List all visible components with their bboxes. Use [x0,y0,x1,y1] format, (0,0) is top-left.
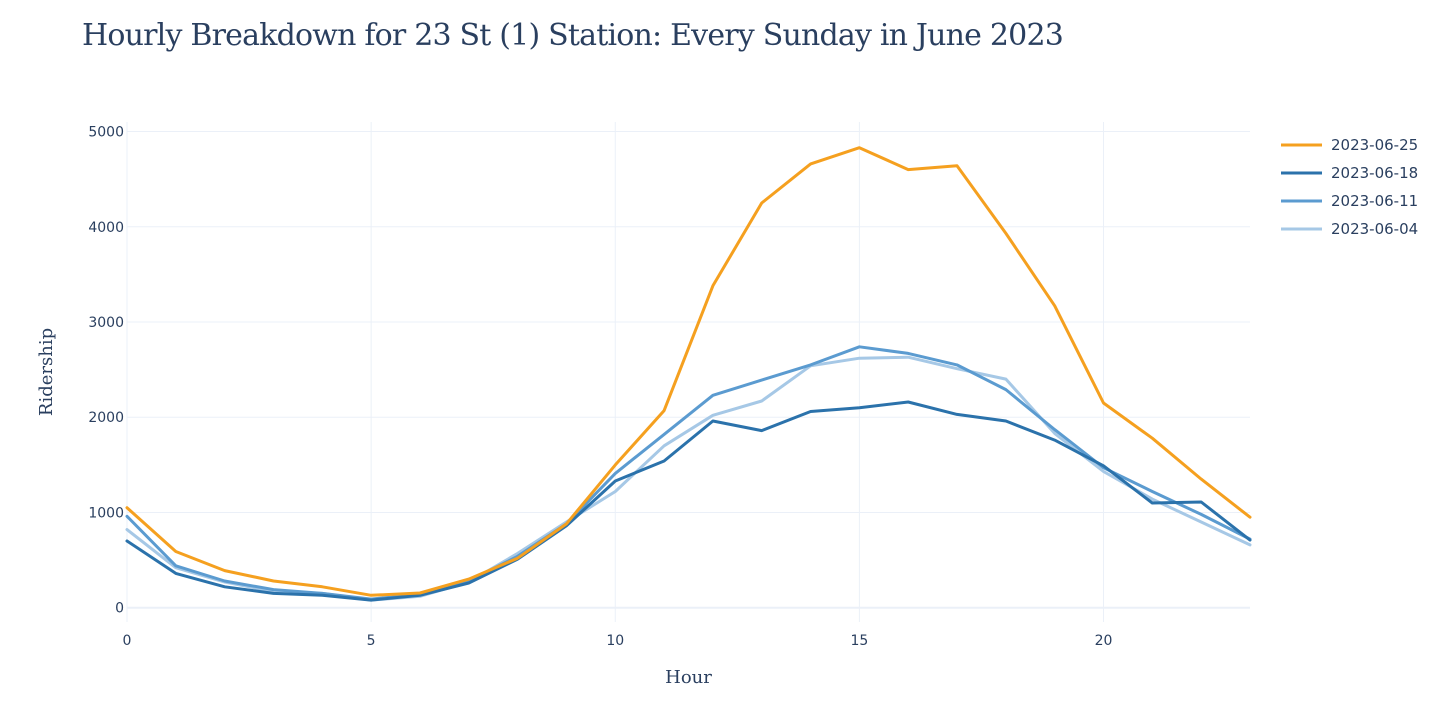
x-tick-label: 0 [123,633,132,649]
series-line-2023-06-25[interactable] [125,146,1252,597]
series-group [125,146,1252,602]
x-tick-label: 5 [367,633,376,649]
legend-item[interactable]: 2023-06-04 [1281,220,1418,238]
legend-label: 2023-06-25 [1331,136,1418,154]
grid [126,122,1250,622]
chart-title: Hourly Breakdown for 23 St (1) Station: … [82,18,1064,53]
legend-item[interactable]: 2023-06-11 [1281,192,1418,210]
x-tick-label: 20 [1095,633,1113,649]
legend[interactable]: 2023-06-25 2023-06-18 2023-06-11 2023-06-04 [1281,136,1418,238]
legend-label: 2023-06-18 [1331,164,1418,182]
legend-label: 2023-06-11 [1331,192,1418,210]
y-tick-labels: 0 1000 2000 3000 4000 5000 [88,125,124,617]
series-line-2023-06-04[interactable] [125,355,1252,602]
legend-item[interactable]: 2023-06-18 [1281,164,1418,182]
legend-item[interactable]: 2023-06-25 [1281,136,1418,154]
series-line-2023-06-11[interactable] [125,345,1252,601]
x-tick-label: 15 [850,633,868,649]
y-tick-label: 1000 [88,505,124,521]
y-tick-label: 4000 [88,220,124,236]
y-tick-label: 2000 [88,410,124,426]
x-tick-labels: 0 5 10 15 20 [123,633,1113,649]
y-tick-label: 5000 [88,125,124,141]
x-axis-title: Hour [665,667,712,688]
y-tick-label: 0 [115,601,124,617]
y-axis-title: Ridership [36,328,57,416]
legend-label: 2023-06-04 [1331,220,1418,238]
y-tick-label: 3000 [88,315,124,331]
x-tick-label: 10 [606,633,624,649]
series-line-2023-06-18[interactable] [125,400,1252,602]
